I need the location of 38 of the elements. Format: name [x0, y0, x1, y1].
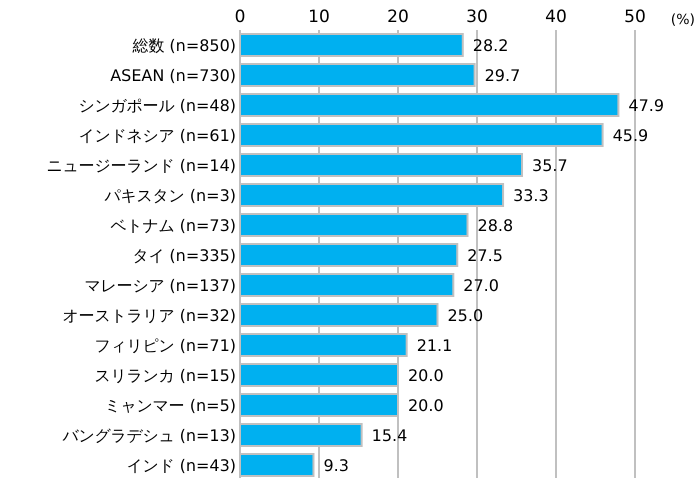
data-label: 25.0	[448, 306, 484, 325]
data-label: 33.3	[513, 186, 549, 205]
data-label: 45.9	[612, 126, 648, 145]
data-label: 9.3	[323, 456, 349, 475]
x-tick-label: 30	[466, 7, 488, 27]
y-tick-label: タイ (n=335)	[132, 246, 236, 265]
y-tick-label: スリランカ (n=15)	[94, 366, 236, 385]
y-tick-label: ASEAN (n=730)	[110, 66, 236, 85]
y-tick-label: バングラデシュ (n=13)	[62, 426, 236, 445]
x-tick-label: 40	[545, 7, 567, 27]
y-tick-label: ミャンマー (n=5)	[104, 396, 236, 415]
data-label: 15.4	[372, 426, 408, 445]
x-axis-title: (%)	[670, 12, 695, 28]
y-tick-label: 総数 (n=850)	[131, 36, 236, 55]
y-tick-label: フィリピン (n=71)	[94, 336, 236, 355]
data-label: 21.1	[416, 336, 452, 355]
data-label: 27.0	[463, 276, 499, 295]
y-tick-label: インドネシア (n=61)	[78, 126, 236, 145]
data-label: 47.9	[628, 96, 664, 115]
y-tick-label: マレーシア (n=137)	[84, 276, 236, 295]
data-label: 29.7	[484, 66, 520, 85]
x-tick-label: 10	[308, 7, 330, 27]
y-tick-label: シンガポール (n=48)	[78, 96, 236, 115]
x-tick-label: 20	[387, 7, 409, 27]
data-label: 20.0	[408, 366, 444, 385]
data-label: 20.0	[408, 396, 444, 415]
y-tick-label: ニュージーランド (n=14)	[46, 156, 236, 175]
y-tick-label: オーストラリア (n=32)	[62, 306, 236, 325]
data-label: 35.7	[532, 156, 568, 175]
bar	[239, 453, 314, 477]
data-label: 27.5	[467, 246, 503, 265]
y-tick-label: インド (n=43)	[126, 456, 236, 475]
x-tick-label: 50	[624, 7, 646, 27]
data-label: 28.2	[472, 36, 508, 55]
y-tick-label: パキスタン (n=3)	[104, 186, 236, 205]
data-label: 28.8	[478, 216, 514, 235]
y-tick-label: ベトナム (n=73)	[110, 216, 236, 235]
x-tick-label: 0	[234, 7, 246, 27]
